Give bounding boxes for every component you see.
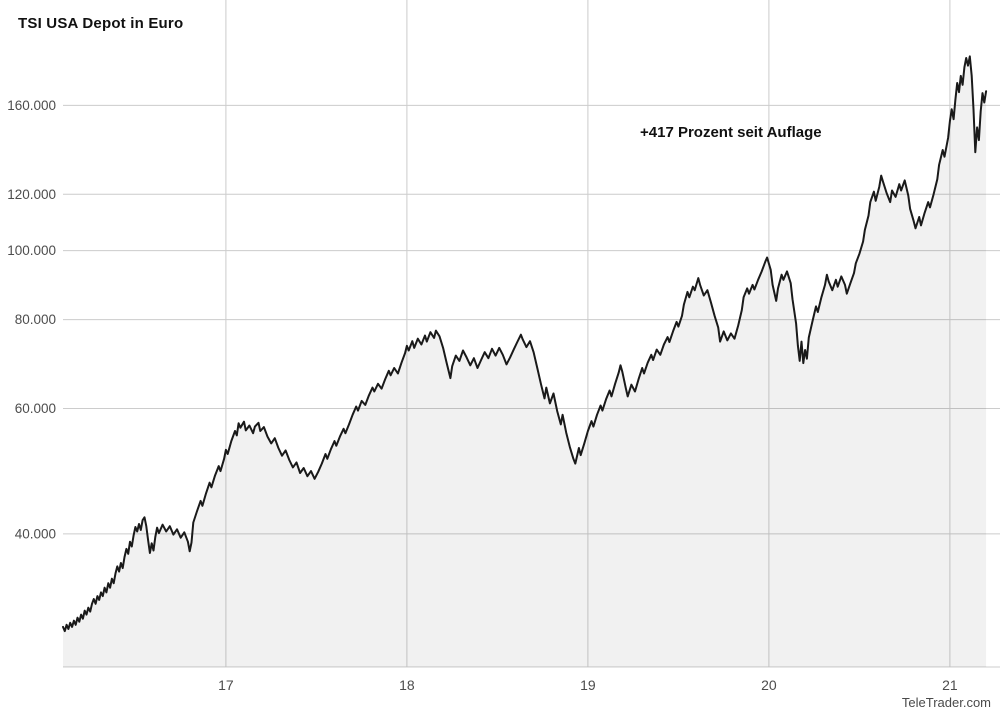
x-tick-label: 17 [218, 677, 234, 693]
x-tick-label: 20 [761, 677, 777, 693]
y-tick-label: 100.000 [7, 243, 56, 258]
x-tick-label: 18 [399, 677, 415, 693]
y-tick-label: 120.000 [7, 187, 56, 202]
x-tick-label: 19 [580, 677, 596, 693]
y-tick-label: 60.000 [15, 401, 56, 416]
page-title: TSI USA Depot in Euro [18, 15, 184, 32]
series-area-fill [63, 56, 987, 667]
y-tick-label: 40.000 [15, 526, 56, 541]
performance-annotation: +417 Prozent seit Auflage [640, 124, 822, 141]
watermark-source: TeleTrader.com [901, 695, 991, 710]
x-tick-label: 21 [942, 677, 958, 693]
y-tick-label: 160.000 [7, 98, 56, 113]
y-tick-label: 80.000 [15, 312, 56, 327]
series-line [62, 55, 988, 633]
